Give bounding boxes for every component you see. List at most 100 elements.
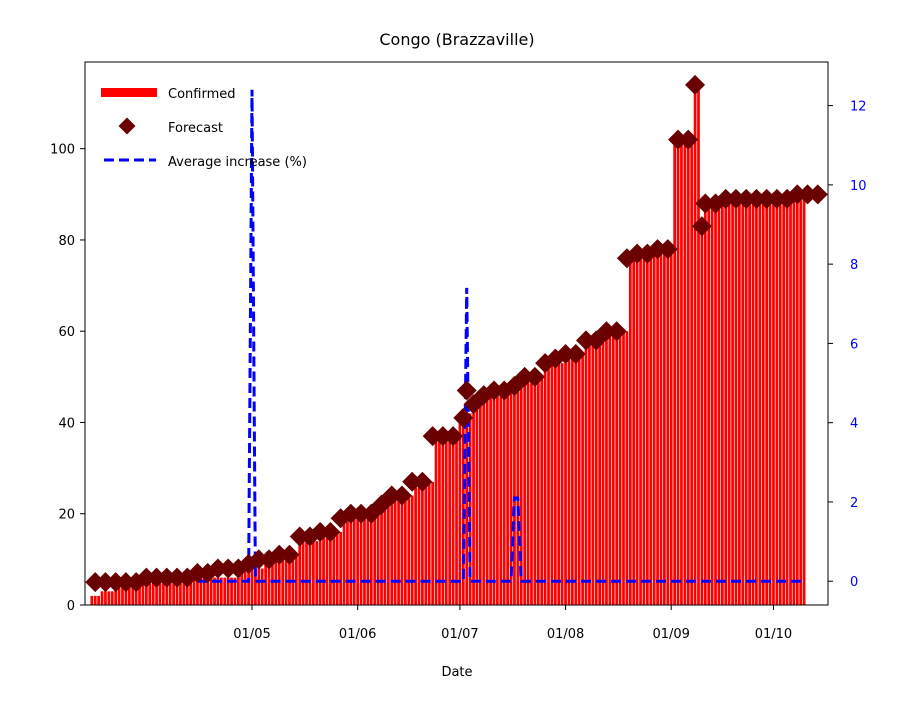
confirmed-bar	[448, 436, 452, 605]
confirmed-bar	[192, 577, 196, 605]
confirmed-bar	[148, 582, 152, 605]
confirmed-bar	[359, 518, 363, 605]
y2-tick-label: 8	[850, 258, 858, 273]
forecast-marker	[715, 188, 736, 209]
confirmed-bar	[768, 198, 772, 605]
legend-forecast-label: Forecast	[168, 121, 223, 136]
x-tick-label: 01/08	[547, 627, 584, 642]
confirmed-bar	[107, 591, 111, 605]
confirmed-bar	[434, 436, 438, 605]
forecast-marker	[320, 521, 341, 542]
y2-tick-label: 12	[850, 100, 867, 115]
forecast-marker	[453, 407, 474, 428]
y-tick-label: 40	[58, 416, 75, 431]
forecast-marker	[432, 426, 453, 447]
forecast-marker	[279, 544, 300, 565]
confirmed-bar	[189, 582, 193, 605]
forecast-marker	[524, 366, 545, 387]
confirmed-bar	[601, 340, 605, 605]
x-tick-label: 01/10	[755, 627, 792, 642]
plot-frame	[84, 61, 829, 606]
confirmed-bar	[782, 198, 786, 605]
confirmed-bar	[335, 531, 339, 605]
forecast-marker	[483, 380, 504, 401]
confirmed-bar	[390, 504, 394, 605]
forecast-marker	[422, 426, 443, 447]
confirmed-bar	[233, 577, 237, 605]
average-increase-line-layer	[91, 89, 805, 583]
confirmed-bar	[206, 577, 210, 605]
forecast-marker	[514, 366, 535, 387]
confirmed-bar	[574, 354, 578, 605]
confirmed-bar	[615, 331, 619, 605]
forecast-marker	[391, 485, 412, 506]
bars-layer	[90, 84, 806, 605]
confirmed-bar	[175, 582, 179, 605]
confirmed-bar	[676, 139, 680, 605]
forecast-marker	[146, 567, 167, 588]
confirmed-bar	[720, 198, 724, 605]
confirmed-bar	[618, 331, 622, 605]
x-tick-label: 01/07	[441, 627, 478, 642]
confirmed-bar	[646, 253, 649, 605]
forecast-marker	[310, 521, 331, 542]
confirmed-bar	[172, 582, 175, 605]
confirmed-bar	[356, 518, 360, 605]
confirmed-bar	[294, 554, 298, 605]
confirmed-bar	[100, 591, 104, 605]
confirmed-bar	[151, 582, 155, 605]
confirmed-bar	[550, 363, 554, 605]
forecast-marker	[756, 188, 777, 209]
confirmed-bar	[124, 586, 128, 605]
confirmed-bar	[349, 518, 353, 605]
confirmed-bar	[543, 363, 547, 605]
legend-confirmed-label: Confirmed	[168, 87, 236, 102]
forecast-marker	[668, 129, 689, 150]
confirmed-bar	[182, 582, 186, 605]
confirmed-bar	[669, 249, 673, 605]
confirmed-bar	[778, 198, 782, 605]
confirmed-bar	[482, 404, 486, 605]
y2-tick-label: 2	[850, 496, 858, 511]
forecast-marker	[787, 184, 808, 205]
confirmed-bar	[134, 582, 138, 605]
confirmed-bar	[744, 198, 748, 605]
forecast-marker	[736, 188, 757, 209]
confirmed-bar	[97, 595, 100, 605]
forecast-marker	[340, 503, 361, 524]
confirmed-bar	[465, 413, 469, 605]
forecast-marker	[647, 239, 668, 260]
confirmed-bar	[536, 376, 540, 605]
confirmed-bar	[414, 481, 417, 605]
forecast-marker	[115, 572, 136, 593]
confirmed-bar	[642, 253, 646, 605]
forecast-markers-layer	[85, 74, 828, 593]
confirmed-bar	[168, 582, 172, 605]
confirmed-bar	[799, 194, 803, 605]
confirmed-bar	[591, 340, 595, 605]
confirmed-bar	[734, 198, 738, 605]
confirmed-bar	[673, 139, 676, 605]
y-tick-label: 80	[58, 234, 75, 249]
confirmed-bar	[557, 363, 561, 605]
confirmed-bar	[230, 577, 233, 605]
forecast-marker	[691, 216, 712, 237]
confirmed-bar	[567, 354, 571, 605]
forecast-marker	[238, 553, 259, 574]
confirmed-bar	[611, 331, 615, 605]
confirmed-bar	[703, 203, 707, 605]
confirmed-bar	[693, 84, 697, 605]
confirmed-bar	[318, 541, 322, 605]
confirmed-bar	[431, 481, 435, 605]
confirmed-bar	[185, 582, 189, 605]
confirmed-bar	[690, 139, 694, 605]
confirmed-bar	[421, 481, 424, 605]
confirmed-bar	[404, 495, 407, 605]
confirmed-bar	[475, 404, 479, 605]
confirmed-bar	[727, 198, 731, 605]
confirmed-bar	[707, 203, 711, 605]
confirmed-bar	[652, 249, 656, 605]
y-tick-label: 100	[50, 143, 75, 158]
legend-confirmed-swatch	[101, 88, 157, 97]
confirmed-bar	[485, 395, 489, 605]
